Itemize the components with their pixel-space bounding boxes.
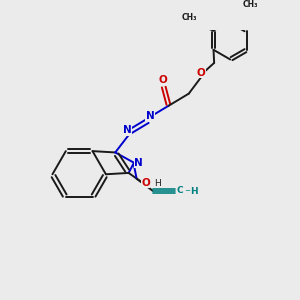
Text: CH₃: CH₃ <box>242 0 258 9</box>
Text: N: N <box>134 158 143 168</box>
Text: O: O <box>141 178 150 188</box>
Text: O: O <box>159 75 168 85</box>
Text: CH₃: CH₃ <box>182 13 197 22</box>
Text: C: C <box>177 186 184 195</box>
Text: N: N <box>123 125 132 135</box>
Text: H: H <box>154 179 161 188</box>
Text: O: O <box>196 68 205 78</box>
Text: ─: ─ <box>185 188 189 194</box>
Text: H: H <box>190 187 198 196</box>
Text: N: N <box>146 111 154 121</box>
